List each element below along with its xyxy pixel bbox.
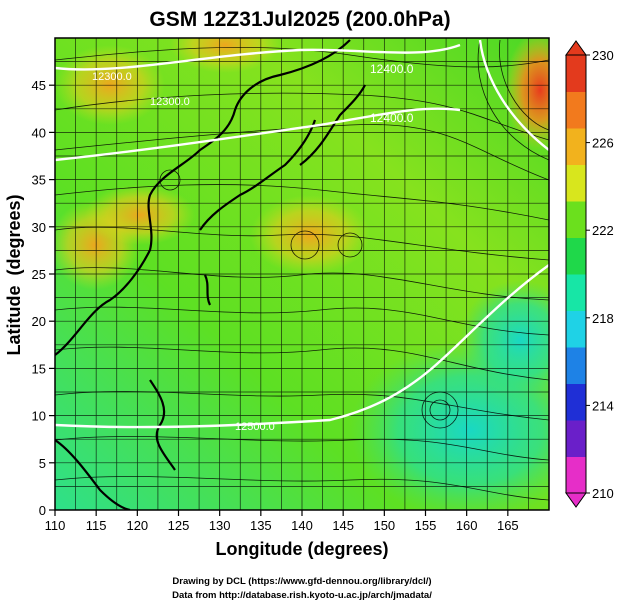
colorbar: 210 214 218 222 226 230 (565, 40, 614, 508)
x-tick-label: 155 (415, 518, 437, 533)
colorbar-bottom-arrow (565, 492, 587, 508)
cool-region-east (460, 280, 549, 400)
colorbar-tick-label: 222 (592, 223, 614, 238)
contour-label-5: 12500.0 (235, 421, 275, 433)
y-axis-label: Latitude (degrees) (4, 194, 24, 355)
contour-labels: 12400.0 12400.0 12300.0 12300.0 12500.0 (92, 62, 414, 433)
colorbar-tick-label: 230 (592, 48, 614, 63)
colorbar-segment (566, 201, 586, 238)
colorbar-tick-label: 218 (592, 311, 614, 326)
hot-region-northeast (505, 38, 549, 150)
y-tick-label: 25 (32, 267, 46, 282)
colorbar-top-arrow (565, 40, 587, 56)
x-axis: 110 115 120 125 130 135 140 145 150 155 160 165 (45, 510, 519, 533)
x-tick-label: 140 (291, 518, 313, 533)
colorbar-segment (566, 237, 586, 275)
x-tick-label: 150 (373, 518, 395, 533)
y-tick-label: 20 (32, 314, 46, 329)
y-tick-label: 15 (32, 361, 46, 376)
colorbar-segment (566, 310, 586, 348)
lat-lon-grid (55, 38, 549, 510)
colorbar-segment (566, 128, 586, 165)
contour-label-3: 12300.0 (92, 71, 132, 83)
warm-region-east-china (85, 185, 195, 245)
map-panel: 12400.0 12400.0 12300.0 12300.0 12500.0 (55, 38, 549, 510)
chart-title: GSM 12Z31Jul2025 (200.0hPa) (149, 8, 450, 31)
colorbar-tick-label: 214 (592, 398, 614, 413)
colorbar-segment (566, 55, 586, 92)
y-tick-label: 5 (39, 456, 46, 471)
contour-label-4: 12300.0 (150, 96, 190, 108)
x-tick-label: 165 (497, 518, 519, 533)
x-tick-label: 115 (86, 518, 107, 533)
y-tick-label: 40 (32, 125, 46, 140)
contour-label-1: 12400.0 (370, 62, 414, 76)
colorbar-segment (566, 91, 586, 129)
x-tick-label: 145 (332, 518, 354, 533)
geopotential-contours (55, 39, 549, 429)
colorbar-segment (566, 164, 586, 202)
y-tick-label: 0 (39, 503, 46, 518)
colorbar-segment (566, 347, 586, 384)
y-tick-label: 35 (32, 173, 46, 188)
colorbar-tick-label: 210 (592, 486, 614, 501)
colorbar-segment (566, 274, 586, 311)
x-tick-label: 130 (209, 518, 231, 533)
colorbar-segment (566, 383, 586, 421)
y-tick-label: 10 (32, 409, 46, 424)
colorbar-tick-label: 226 (592, 136, 614, 151)
x-tick-label: 120 (126, 518, 148, 533)
coastline (55, 39, 366, 510)
x-tick-label: 160 (456, 518, 478, 533)
warm-region-japan-south (250, 195, 370, 275)
x-tick-label: 110 (45, 518, 66, 533)
x-tick-label: 135 (250, 518, 272, 533)
y-tick-label: 30 (32, 220, 46, 235)
colorbar-segment (566, 456, 586, 494)
x-axis-label: Longitude (degrees) (215, 539, 388, 559)
y-tick-label: 45 (32, 78, 46, 93)
colorbar-segment (566, 420, 586, 457)
x-tick-label: 125 (168, 518, 190, 533)
credit-data: Data from http://database.rish.kyoto-u.a… (172, 590, 432, 601)
contour-label-2: 12400.0 (370, 111, 414, 125)
y-axis: 0 5 10 15 20 25 30 35 40 45 (32, 78, 55, 518)
credit-drawing: Drawing by DCL (https://www.gfd-dennou.o… (172, 576, 431, 587)
